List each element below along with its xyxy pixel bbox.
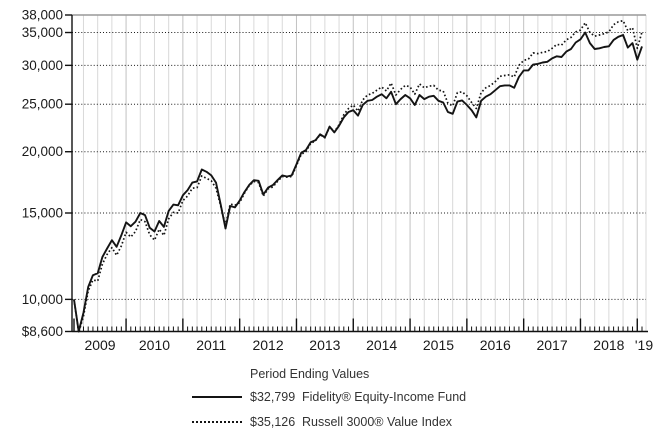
x-year-label: 2009 [84,337,115,353]
dotted-line-swatch [192,421,242,423]
y-axis [65,14,73,333]
x-year-label: 2018 [593,337,624,353]
y-tick-label: 38,000 [22,8,63,23]
y-tick-label: $8,600 [22,324,63,339]
index-name-label: Russell 3000® Value Index [302,415,453,429]
x-axis [72,318,648,333]
fund-ending-value: $32,799 [250,390,296,404]
y-tick-label: 20,000 [22,144,63,159]
y-tick-label: 10,000 [22,292,63,307]
x-end-label: '19 [635,337,653,353]
x-year-label: 2014 [366,337,397,353]
x-year-label: 2015 [423,337,454,353]
x-year-label: 2017 [536,337,567,353]
solid-line-swatch [192,396,242,398]
y-axis-labels: 38,000 35,000 30,000 25,000 20,000 15,000 10,0… [22,8,63,340]
x-year-label: 2011 [196,337,226,353]
x-year-label: 2016 [480,337,511,353]
fund-line [73,31,643,333]
legend-item-fund: $32,799 Fidelity® Equity-Income Fund [192,390,466,404]
vertical-gridlines [82,15,647,332]
index-line [73,19,643,334]
x-year-label: 2013 [309,337,340,353]
line-chart-plot: 38,000 35,000 30,000 25,000 20,000 15,000 10,0… [22,8,654,354]
y-tick-label: 30,000 [22,58,63,73]
index-ending-value: $35,126 [250,415,296,429]
y-tick-label: 25,000 [22,97,63,112]
legend-item-index: $35,126 Russell 3000® Value Index [192,415,452,429]
horizontal-gridlines [72,32,646,300]
y-tick-label: 15,000 [22,206,63,221]
fund-name-label: Fidelity® Equity-Income Fund [302,390,467,404]
legend-title: Period Ending Values [250,367,370,381]
x-year-label: 2012 [252,337,283,353]
x-year-label: 2010 [139,337,170,353]
x-axis-labels: 2009 2010 2011 2012 2013 2014 2015 2016 2017 2018… [84,337,653,353]
y-tick-label: 35,000 [22,25,63,40]
